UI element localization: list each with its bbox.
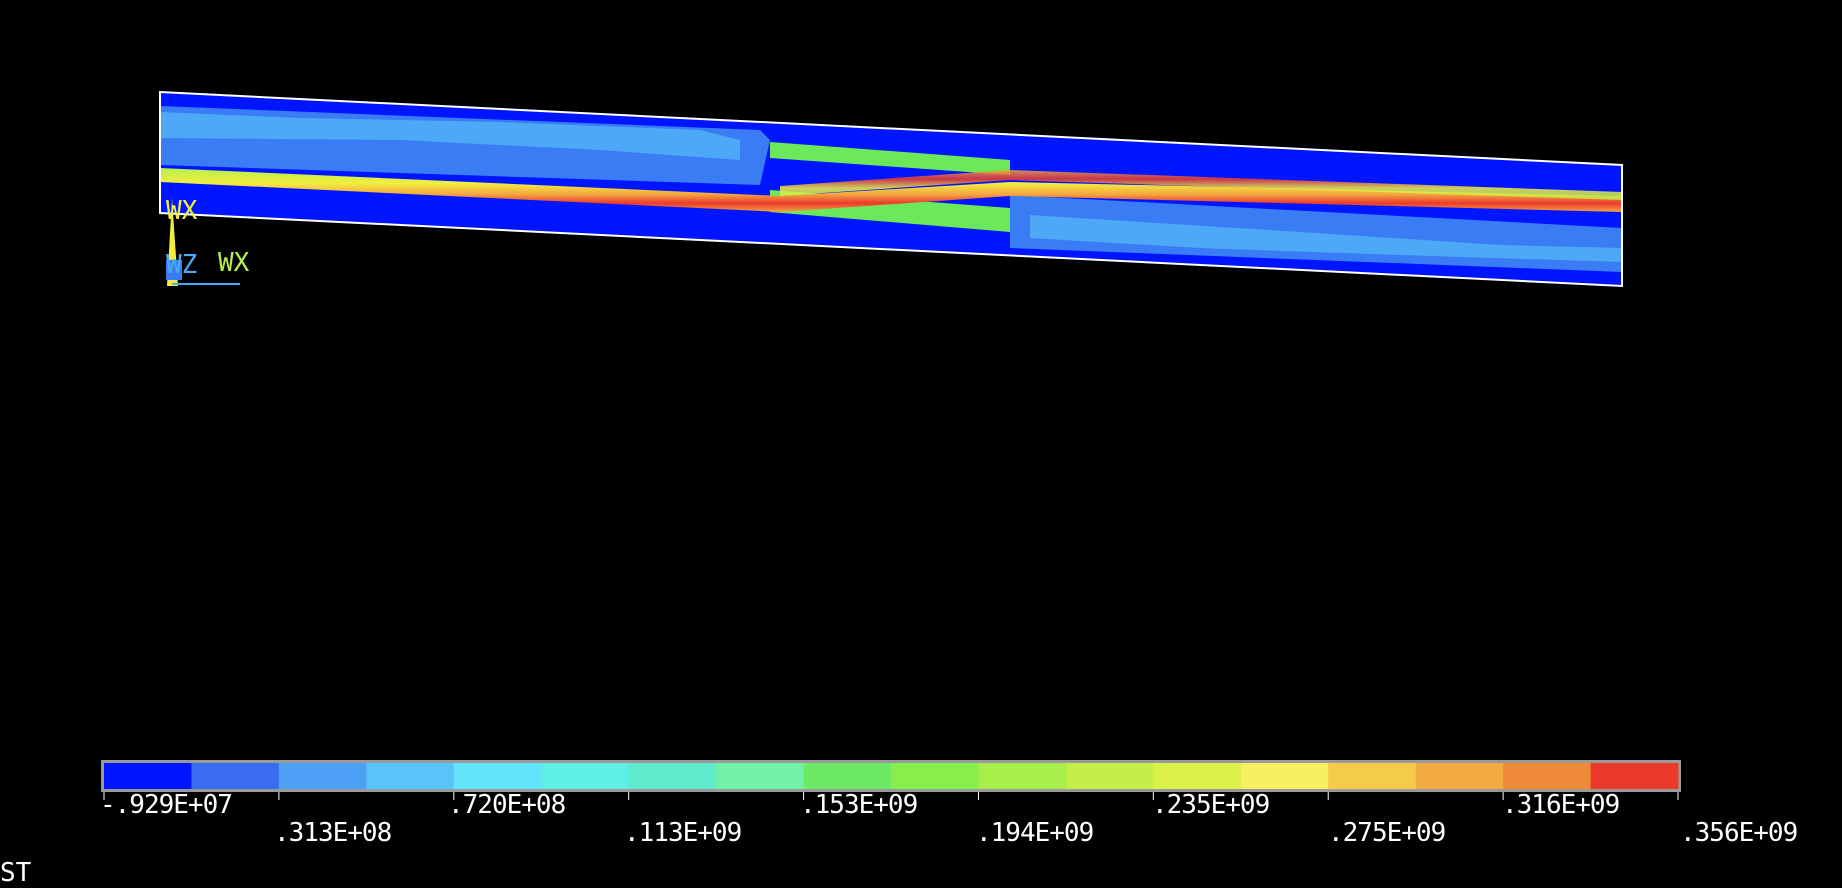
contour-band-hot-diagonal-right <box>780 170 1622 200</box>
triad-label-top: WX <box>166 196 198 226</box>
triad-label-z: WZ <box>166 250 198 280</box>
legend-cell <box>104 763 192 789</box>
beam-outline <box>159 90 1623 288</box>
legend-cell <box>803 763 892 789</box>
contour-band-light-blue-upper-left <box>160 112 740 160</box>
legend-cell <box>1240 763 1329 789</box>
legend-ticks <box>103 792 1679 800</box>
legend-cell <box>1065 763 1154 789</box>
legend-cell <box>1153 763 1242 789</box>
contour-band-light-blue-lower-right <box>1030 215 1622 262</box>
legend-cell <box>1328 763 1417 789</box>
legend-cell <box>366 763 455 789</box>
legend-label: .113E+09 <box>624 818 742 848</box>
corner-label: ST <box>0 858 32 888</box>
legend-cell <box>716 763 805 789</box>
legend-label: .153E+09 <box>800 790 918 820</box>
legend-label: .235E+09 <box>1152 790 1270 820</box>
legend-label: .720E+08 <box>448 790 566 820</box>
legend-cell <box>891 763 979 789</box>
legend-label: .275E+09 <box>1328 818 1446 848</box>
legend-cell <box>541 763 630 789</box>
legend-cell <box>278 763 367 789</box>
legend-cell <box>1503 763 1592 789</box>
legend-cell <box>453 763 542 789</box>
legend-label-min: -.929E+07 <box>100 790 233 820</box>
legend-cell <box>628 763 717 789</box>
legend-label: .313E+08 <box>274 818 392 848</box>
legend-label: .316E+09 <box>1502 790 1620 820</box>
legend-cell <box>1590 763 1679 789</box>
legend-label: .194E+09 <box>976 818 1094 848</box>
legend-cell <box>191 763 280 789</box>
contour-band-hot-diagonal <box>160 168 1622 212</box>
legend-color-bar <box>104 763 1679 789</box>
coordinate-triad-icon <box>166 198 240 286</box>
contour-band-green-upper <box>770 142 1010 175</box>
legend-label-max: .356E+09 <box>1680 818 1798 848</box>
legend-cell <box>1415 763 1504 789</box>
triad-label-x: WX <box>218 248 250 278</box>
legend-cell <box>978 763 1067 789</box>
beam-contour <box>160 92 1622 286</box>
